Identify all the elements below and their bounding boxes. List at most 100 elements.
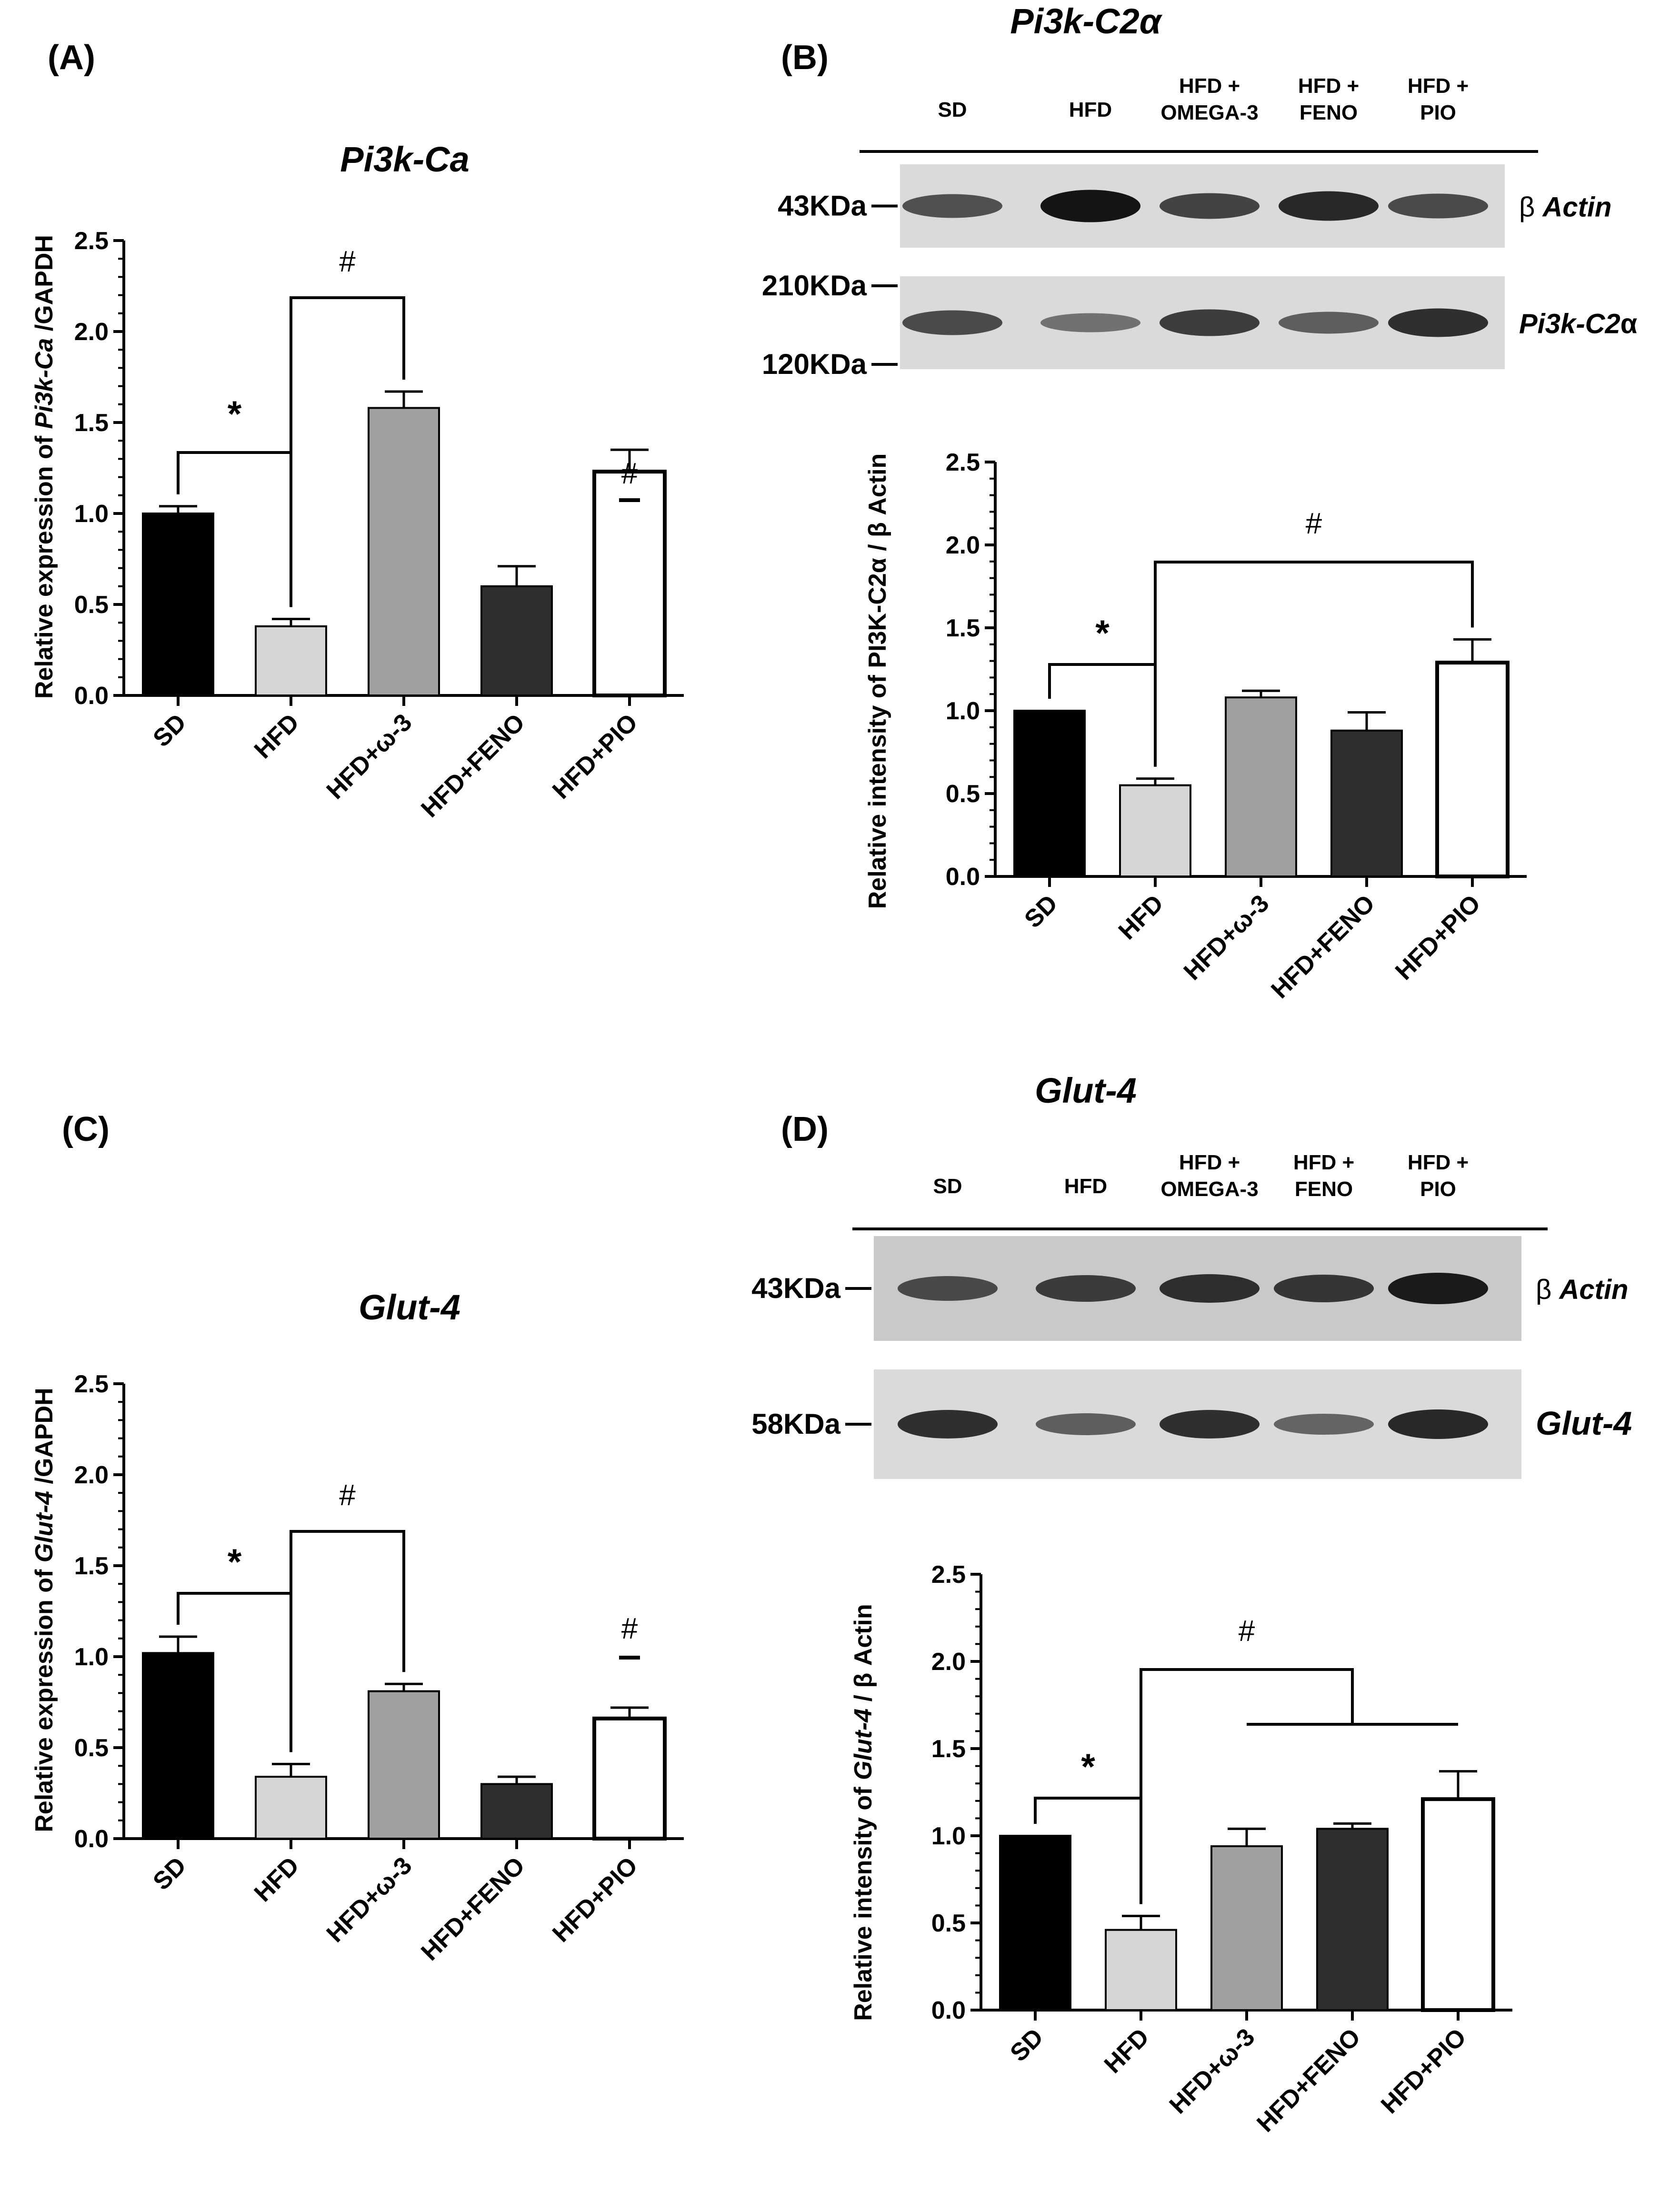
significance-mark: # (1239, 1615, 1255, 1648)
significance-bracket (1154, 561, 1474, 767)
x-tick-label: HFD+FENO (416, 1851, 530, 1966)
panel-label: (A) (48, 39, 95, 77)
blot-band (1040, 313, 1140, 332)
significance-mark: # (1306, 507, 1322, 540)
bar (1316, 1828, 1389, 2012)
blot-band (1279, 312, 1379, 334)
blot-title: Pi3k-C2α (1010, 1, 1162, 41)
bar (1013, 710, 1086, 877)
panel-d: (D) Glut-4 SD HFD HFD + OMEGA-3 HFD + FENO HFD +… (751, 1071, 1632, 2138)
bar (142, 1652, 214, 1840)
lane-label: SD (938, 98, 967, 121)
significance-bracket (290, 1530, 405, 1752)
panel-b: (B) Pi3k-C2α SD HFD HFD + OMEGA-3 HFD + FENO HFD… (762, 1, 1638, 1004)
lane-label: FENO (1300, 101, 1358, 124)
blot-band (1036, 1413, 1136, 1435)
x-tick-label: HFD+PIO (1376, 2023, 1471, 2119)
y-tick-label: 2.0 (74, 1461, 109, 1489)
x-tick-label: SD (148, 708, 191, 752)
lane-label: OMEGA-3 (1160, 1177, 1258, 1201)
protein-label: β Actin (1519, 192, 1611, 223)
mw-marker: 120KDa (762, 348, 867, 380)
bar (1421, 1797, 1495, 2012)
panel-a: (A) Pi3k-Ca 0.0 0.5 1.0 1.5 2.0 2.5 Relative exp… (30, 39, 684, 823)
significance-mark: # (339, 245, 356, 278)
blot-band (1274, 1275, 1374, 1302)
lane-label: HFD + (1179, 74, 1240, 98)
panel-label: (D) (781, 1110, 829, 1148)
lane-label: SD (933, 1175, 962, 1198)
bar (1210, 1845, 1283, 2011)
bar-chart: 0.0 0.5 1.0 1.5 2.0 2.5 Relative intensity of … (864, 449, 1527, 1004)
lane-label: PIO (1420, 1177, 1456, 1201)
significance-mark: # (621, 1612, 638, 1645)
blot-band (1160, 309, 1260, 336)
panel-label: (B) (781, 39, 829, 77)
y-axis-label: Relative expression of Pi3k-Ca /GAPDH (30, 235, 58, 699)
mw-marker: 210KDa (762, 270, 867, 302)
significance-mark: * (228, 394, 242, 434)
blot-band (1040, 190, 1140, 222)
significance-mark: # (621, 457, 638, 490)
y-tick-label: 0.5 (946, 780, 980, 808)
blot-band (1388, 308, 1488, 337)
blot-band (1160, 1410, 1260, 1439)
y-tick-label: 1.5 (74, 1552, 109, 1580)
protein-label: Glut-4 (1536, 1405, 1632, 1442)
lane-label: PIO (1420, 101, 1456, 124)
x-tick-label: HFD (249, 1851, 305, 1907)
lane-label: OMEGA-3 (1160, 101, 1258, 124)
y-tick-label: 2.0 (931, 1648, 966, 1676)
lane-label: HFD + (1298, 74, 1359, 98)
y-tick-label: 2.0 (946, 532, 980, 559)
y-tick-label: 1.0 (931, 1822, 966, 1850)
blot-band (1388, 1273, 1488, 1304)
x-tick-label: HFD+FENO (1266, 889, 1380, 1004)
bar (142, 513, 214, 696)
y-tick-label: 2.5 (931, 1561, 966, 1589)
protein-label: β Actin (1536, 1274, 1628, 1305)
lane-label: HFD + (1179, 1151, 1240, 1174)
lane-label: HFD (1064, 1175, 1107, 1198)
y-tick-label: 2.0 (74, 318, 109, 346)
x-tick-label: SD (148, 1851, 191, 1895)
bar (368, 1690, 440, 1840)
y-tick-label: 1.5 (946, 614, 980, 642)
x-tick-label: HFD+PIO (547, 708, 643, 804)
y-axis-label: Relative expression of Glut-4 /GAPDH (30, 1388, 58, 1832)
chart-title: Pi3k-Ca (340, 140, 469, 179)
y-tick-label: 0.5 (74, 591, 109, 619)
y-tick-label: 1.5 (931, 1735, 966, 1763)
significance-mark: * (1095, 613, 1110, 654)
lane-label: HFD + (1408, 74, 1469, 98)
bar (480, 1783, 553, 1840)
western-blot: Glut-4 SD HFD HFD + OMEGA-3 HFD + FENO HFD + PIO… (751, 1071, 1632, 1479)
y-tick-label: 0.0 (946, 863, 980, 891)
x-tick-label: HFD (1113, 889, 1169, 945)
panel-c: (C) Glut-4 0.0 0.5 1.0 1.5 2.0 2.5 Relative expr… (30, 1110, 684, 1966)
mw-marker: 43KDa (751, 1272, 840, 1304)
blot-band (898, 1410, 998, 1439)
bar (1119, 784, 1191, 877)
significance-mark: * (228, 1542, 242, 1582)
y-tick-label: 1.0 (946, 697, 980, 725)
y-axis-label: Relative intensity of Glut-4 / β Actin (850, 1604, 877, 2021)
significance-bracket (1140, 1668, 1354, 1904)
y-tick-label: 2.5 (946, 449, 980, 476)
x-tick-label: HFD (249, 708, 305, 764)
bar (999, 1835, 1071, 2011)
bar (255, 625, 327, 696)
western-blot: Pi3k-C2α SD HFD HFD + OMEGA-3 HFD + FENO HFD + P… (762, 1, 1638, 380)
y-axis-label: Relative intensity of PI3K-C2α / β Actin (864, 453, 891, 909)
blot-band (902, 194, 1002, 218)
x-tick-label: HFD+PIO (1390, 889, 1486, 985)
mw-marker: 58KDa (751, 1408, 840, 1440)
x-tick-label: HFD+ω-3 (321, 708, 418, 805)
bar (592, 470, 667, 697)
blot-title: Glut-4 (1035, 1071, 1137, 1110)
blot-band (1388, 1409, 1488, 1439)
bar-chart: 0.0 0.5 1.0 1.5 2.0 2.5 Relative expression of… (30, 1370, 684, 1966)
blot-band (1279, 191, 1379, 221)
x-tick-label: HFD+FENO (1251, 2023, 1366, 2137)
blot-band (902, 310, 1002, 335)
